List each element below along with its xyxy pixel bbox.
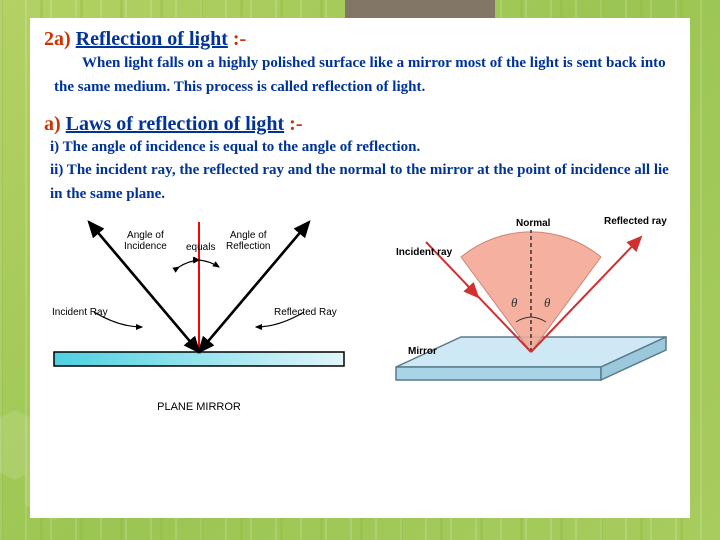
svg-text:θ: θ <box>544 295 551 310</box>
heading-number: 2a) <box>44 28 71 50</box>
heading-number: a) <box>44 113 61 135</box>
label-reflected-ray: Reflected Ray <box>274 307 337 318</box>
slide-content: 2a) Reflection of light :- When light fa… <box>30 18 690 518</box>
section-heading-1: 2a) Reflection of light :- <box>44 28 676 51</box>
heading-title: Laws of reflection of light <box>66 113 285 135</box>
label-equals: equals <box>186 242 215 253</box>
diagram-3d-mirror: θ θ Normal Incident ray Reflected ray Mi… <box>366 212 676 413</box>
label-reflected-ray-3d: Reflected ray <box>604 216 667 227</box>
heading-title: Reflection of light <box>76 28 228 50</box>
label-angle-incidence: Angle ofIncidence <box>124 230 167 252</box>
caption-plane-mirror: PLANE MIRROR <box>44 401 354 413</box>
label-angle-reflection: Angle ofReflection <box>226 230 270 252</box>
label-normal: Normal <box>516 218 550 229</box>
heading-colon: :- <box>233 28 246 50</box>
diagram-plane-mirror: Angle ofIncidence equals Angle ofReflect… <box>44 212 354 413</box>
section-heading-2: a) Laws of reflection of light :- <box>44 113 676 136</box>
plane-mirror-svg <box>44 212 354 392</box>
law-1: i) The angle of incidence is equal to th… <box>50 136 676 159</box>
section-1-body: When light falls on a highly polished su… <box>54 51 676 99</box>
label-incident-ray: Incident Ray <box>52 307 108 318</box>
law-2: ii) The incident ray, the reflected ray … <box>50 159 676 206</box>
svg-text:θ: θ <box>511 295 518 310</box>
top-accent-bar <box>345 0 495 18</box>
heading-colon: :- <box>289 113 302 135</box>
label-incident-ray-3d: Incident ray <box>396 247 452 258</box>
mirror-3d-svg: θ θ <box>366 212 676 407</box>
label-mirror: Mirror <box>408 346 437 357</box>
diagrams-row: Angle ofIncidence equals Angle ofReflect… <box>44 212 676 413</box>
